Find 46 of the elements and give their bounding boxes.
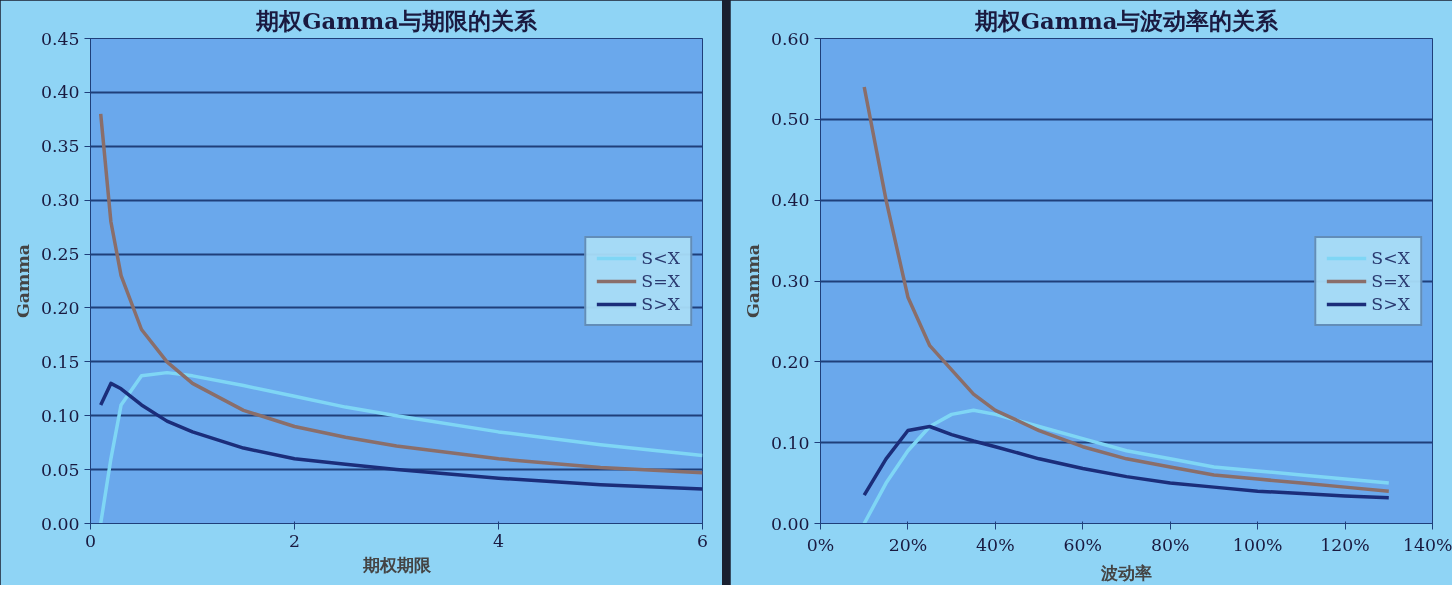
y-tick-label: 0.50 <box>770 109 810 130</box>
x-tick-label: 0 <box>84 530 97 551</box>
line-series <box>98 112 703 475</box>
x-tick-label: 100% <box>1232 534 1283 555</box>
y-tick-label: 0.00 <box>40 513 80 534</box>
legend-label: S=X <box>1371 270 1410 291</box>
x-tick-label: 40% <box>976 534 1015 555</box>
legend-label: S>X <box>1371 293 1410 314</box>
y-tick-label: 0.15 <box>40 351 80 372</box>
x-tick-label: 4 <box>492 530 505 551</box>
line-series <box>98 381 703 491</box>
chart-title: 期权Gamma与波动率的关系 <box>973 7 1280 34</box>
y-tick-label: 0.20 <box>770 351 810 372</box>
y-tick-label: 0.10 <box>770 432 810 453</box>
x-tick-label: 0% <box>806 534 835 555</box>
chart-title: 期权Gamma与期限的关系 <box>255 7 538 34</box>
x-tick-label: 80% <box>1150 534 1190 555</box>
y-tick-label: 0.25 <box>40 244 80 265</box>
legend-label: S<X <box>1371 247 1410 268</box>
x-axis-title: 波动率 <box>1100 562 1152 583</box>
legend-label: S=X <box>641 270 680 291</box>
legend-label: S>X <box>641 293 680 314</box>
legend-label: S<X <box>641 247 680 268</box>
y-tick-label: 0.20 <box>40 297 80 318</box>
x-tick-label: 120% <box>1320 534 1370 555</box>
y-tick-label: 0.05 <box>40 459 80 480</box>
y-tick-label: 0.45 <box>40 28 80 49</box>
line-series <box>862 424 1391 500</box>
y-axis-title: Gamma <box>12 244 33 318</box>
x-tick-label: 20% <box>888 534 928 555</box>
x-tick-label: 60% <box>1063 534 1103 555</box>
line-series <box>98 370 703 524</box>
line-series <box>862 408 1391 524</box>
x-tick-label: 140% <box>1402 534 1453 555</box>
y-tick-label: 0.30 <box>770 271 810 291</box>
y-tick-label: 0.40 <box>770 190 810 211</box>
y-tick-label: 0.00 <box>770 513 810 534</box>
x-tick-label: 6 <box>696 530 709 551</box>
y-tick-label: 0.40 <box>40 82 80 103</box>
y-axis-title: Gamma <box>742 244 763 318</box>
y-tick-label: 0.10 <box>40 405 80 426</box>
y-tick-label: 0.30 <box>40 190 80 211</box>
y-tick-label: 0.35 <box>40 136 80 157</box>
x-tick-label: 2 <box>288 530 301 551</box>
y-tick-label: 0.60 <box>770 28 810 49</box>
x-axis-title: 期权期限 <box>361 554 432 575</box>
